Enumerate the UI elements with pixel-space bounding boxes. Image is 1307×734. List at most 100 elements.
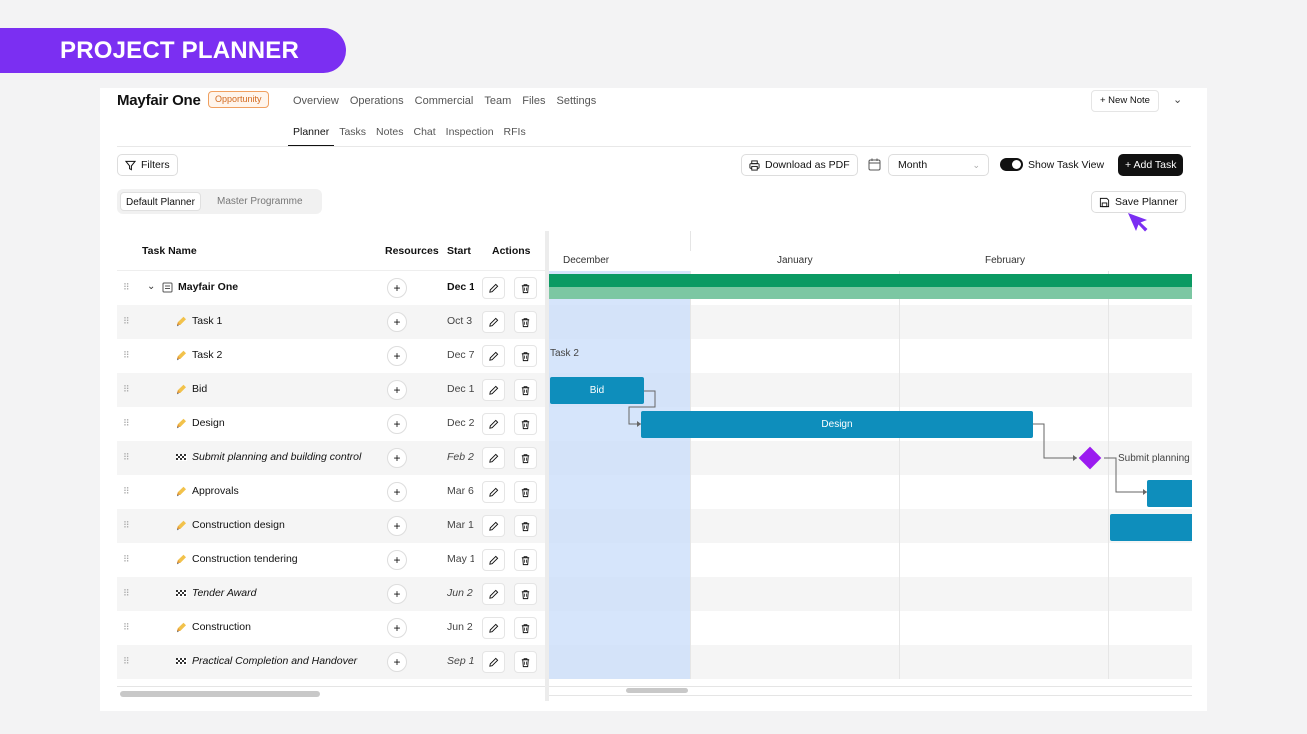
table-row[interactable]: ⠿ Task 2 + Dec 7 xyxy=(117,339,547,373)
add-resource-button[interactable]: + xyxy=(387,618,407,638)
nav-files[interactable]: Files xyxy=(522,95,546,107)
delete-button[interactable] xyxy=(514,583,537,605)
delete-button[interactable] xyxy=(514,311,537,333)
table-row[interactable]: ⠿ Construction tendering + May 1 xyxy=(117,543,547,577)
task-name[interactable]: Task 2 xyxy=(192,349,223,361)
drag-handle-icon[interactable]: ⠿ xyxy=(123,452,130,462)
task-name[interactable]: Bid xyxy=(192,383,208,395)
gantt-bar-design[interactable]: Design xyxy=(641,411,1033,438)
tab-default-planner[interactable]: Default Planner xyxy=(120,192,201,211)
edit-button[interactable] xyxy=(482,549,505,571)
col-task-name[interactable]: Task Name xyxy=(142,245,197,257)
delete-button[interactable] xyxy=(514,549,537,571)
add-resource-button[interactable]: + xyxy=(387,516,407,536)
table-row[interactable]: ⠿ Task 1 + Oct 3 xyxy=(117,305,547,339)
table-row[interactable]: ⠿ Practical Completion and Handover + Sep 1 xyxy=(117,645,547,679)
add-resource-button[interactable]: + xyxy=(387,482,407,502)
delete-button[interactable] xyxy=(514,617,537,639)
edit-button[interactable] xyxy=(482,379,505,401)
task-name[interactable]: Approvals xyxy=(192,485,239,497)
edit-button[interactable] xyxy=(482,447,505,469)
add-resource-button[interactable]: + xyxy=(387,414,407,434)
table-row[interactable]: ⠿ Tender Award + Jun 2 xyxy=(117,577,547,611)
col-start[interactable]: Start xyxy=(447,245,471,257)
add-resource-button[interactable]: + xyxy=(387,448,407,468)
delete-button[interactable] xyxy=(514,277,537,299)
add-resource-button[interactable]: + xyxy=(387,550,407,570)
chevron-down-icon[interactable]: ⌄ xyxy=(1173,94,1183,106)
delete-button[interactable] xyxy=(514,345,537,367)
drag-handle-icon[interactable]: ⠿ xyxy=(123,282,130,292)
add-resource-button[interactable]: + xyxy=(387,652,407,672)
edit-button[interactable] xyxy=(482,277,505,299)
gantt-bar-bid[interactable]: Bid xyxy=(550,377,644,404)
drag-handle-icon[interactable]: ⠿ xyxy=(123,656,130,666)
delete-button[interactable] xyxy=(514,481,537,503)
tab-master-programme[interactable]: Master Programme xyxy=(217,196,303,207)
table-row[interactable]: ⠿ Submit planning and building control + Fe… xyxy=(117,441,547,475)
table-scrollbar[interactable] xyxy=(117,686,547,698)
tab-tasks[interactable]: Tasks xyxy=(339,126,367,138)
table-row[interactable]: ⠿ Design + Dec 2 xyxy=(117,407,547,441)
edit-button[interactable] xyxy=(482,345,505,367)
add-task-button[interactable]: + Add Task xyxy=(1118,154,1184,176)
task-view-toggle[interactable] xyxy=(1000,158,1023,171)
col-resources[interactable]: Resources xyxy=(385,245,439,257)
drag-handle-icon[interactable]: ⠿ xyxy=(123,622,130,632)
drag-handle-icon[interactable]: ⠿ xyxy=(123,384,130,394)
scrollbar-thumb[interactable] xyxy=(120,691,320,697)
task-name[interactable]: Construction xyxy=(192,621,251,633)
table-row[interactable]: ⠿ ⌄ Mayfair One + Dec 1 xyxy=(117,271,547,305)
table-row[interactable]: ⠿ Construction + Jun 2 xyxy=(117,611,547,645)
chevron-down-icon[interactable]: ⌄ xyxy=(147,281,156,292)
pane-splitter[interactable] xyxy=(545,231,549,701)
save-planner-button[interactable]: Save Planner xyxy=(1091,191,1187,213)
download-pdf-button[interactable]: Download as PDF xyxy=(741,154,858,176)
edit-button[interactable] xyxy=(482,311,505,333)
tab-rfis[interactable]: RFIs xyxy=(503,126,526,138)
delete-button[interactable] xyxy=(514,447,537,469)
delete-button[interactable] xyxy=(514,515,537,537)
nav-settings[interactable]: Settings xyxy=(556,95,597,107)
task-name[interactable]: Mayfair One xyxy=(178,281,239,293)
drag-handle-icon[interactable]: ⠿ xyxy=(123,554,130,564)
tab-planner[interactable]: Planner xyxy=(288,126,335,147)
view-select[interactable]: Month ⌄ xyxy=(888,154,989,176)
task-name[interactable]: Practical Completion and Handover xyxy=(192,655,358,667)
task-name[interactable]: Design xyxy=(192,417,225,429)
task-name[interactable]: Submit planning and building control xyxy=(192,451,362,463)
task-name[interactable]: Construction design xyxy=(192,519,285,531)
add-resource-button[interactable]: + xyxy=(387,278,407,298)
delete-button[interactable] xyxy=(514,413,537,435)
delete-button[interactable] xyxy=(514,379,537,401)
tab-inspection[interactable]: Inspection xyxy=(445,126,494,138)
table-row[interactable]: ⠿ Bid + Dec 1 xyxy=(117,373,547,407)
drag-handle-icon[interactable]: ⠿ xyxy=(123,520,130,530)
new-note-button[interactable]: + New Note xyxy=(1091,90,1159,112)
edit-button[interactable] xyxy=(482,651,505,673)
nav-overview[interactable]: Overview xyxy=(293,95,339,107)
edit-button[interactable] xyxy=(482,515,505,537)
scrollbar-thumb[interactable] xyxy=(626,688,688,693)
delete-button[interactable] xyxy=(514,651,537,673)
add-resource-button[interactable]: + xyxy=(387,584,407,604)
filters-button[interactable]: Filters xyxy=(117,154,178,176)
drag-handle-icon[interactable]: ⠿ xyxy=(123,486,130,496)
add-resource-button[interactable]: + xyxy=(387,312,407,332)
add-resource-button[interactable]: + xyxy=(387,346,407,366)
edit-button[interactable] xyxy=(482,617,505,639)
add-resource-button[interactable]: + xyxy=(387,380,407,400)
edit-button[interactable] xyxy=(482,413,505,435)
drag-handle-icon[interactable]: ⠿ xyxy=(123,418,130,428)
task-name[interactable]: Construction tendering xyxy=(192,553,298,565)
nav-commercial[interactable]: Commercial xyxy=(414,95,474,107)
nav-operations[interactable]: Operations xyxy=(349,95,404,107)
nav-team[interactable]: Team xyxy=(484,95,512,107)
edit-button[interactable] xyxy=(482,583,505,605)
task-name[interactable]: Tender Award xyxy=(192,587,257,599)
drag-handle-icon[interactable]: ⠿ xyxy=(123,316,130,326)
task-name[interactable]: Task 1 xyxy=(192,315,223,327)
summary-bar[interactable] xyxy=(549,274,1192,287)
gantt-scrollbar[interactable] xyxy=(549,686,1192,696)
drag-handle-icon[interactable]: ⠿ xyxy=(123,350,130,360)
